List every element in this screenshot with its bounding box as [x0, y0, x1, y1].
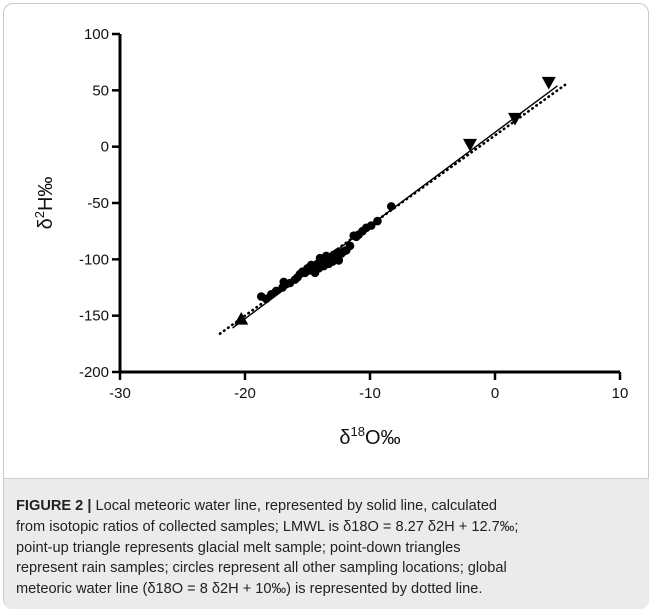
glacial-melt-marker	[234, 312, 249, 325]
x-tick-label: -30	[109, 385, 131, 402]
y-tick-label: 100	[84, 26, 109, 43]
sample-point	[386, 202, 396, 211]
sample-point	[373, 216, 382, 226]
x-axis-title: δ18O‰	[339, 424, 400, 449]
caption-panel	[4, 478, 649, 609]
x-tick-label: 10	[612, 385, 629, 402]
rain-sample-marker	[508, 112, 522, 126]
y-tick-label: -50	[87, 195, 109, 212]
figure-caption: FIGURE 2 | Local meteoric water line, re…	[16, 496, 638, 600]
data-points	[234, 76, 556, 325]
caption-line-5: meteoric water line (δ18O = 8 δ2H + 10‰)…	[16, 581, 483, 598]
caption-label: FIGURE 2 |	[16, 498, 92, 514]
caption-line-1: Local meteoric water line, represented b…	[91, 498, 498, 514]
y-axis-title: δ2H‰	[32, 177, 57, 230]
caption-line-3: point-up triangle represents glacial mel…	[16, 539, 461, 556]
y-tick-label: -200	[79, 364, 109, 381]
x-tick-label: -10	[359, 385, 381, 402]
sample-point	[366, 221, 376, 230]
sample-point	[279, 277, 289, 287]
x-tick-label: -20	[234, 385, 256, 402]
sample-point	[333, 248, 342, 257]
x-tick-label: 0	[491, 385, 499, 402]
sample-point	[315, 253, 325, 263]
sample-point	[334, 256, 344, 265]
y-tick-label: 0	[101, 139, 109, 156]
y-tick-label: -150	[79, 308, 109, 325]
caption-line-2: from isotopic ratios of collected sample…	[16, 518, 519, 535]
rain-sample-marker	[463, 138, 477, 152]
y-tick-label: 50	[92, 82, 109, 99]
sample-point	[345, 241, 355, 251]
caption-line-4: represent rain samples; circles represen…	[16, 560, 507, 577]
y-tick-label: -100	[79, 251, 109, 268]
rain-sample-marker	[541, 76, 556, 90]
